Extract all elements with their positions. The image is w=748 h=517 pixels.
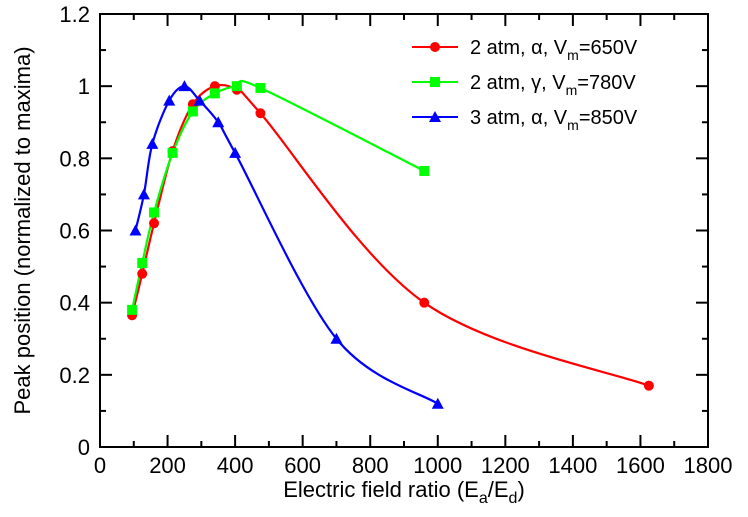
x-axis-label: Electric field ratio (Ea/Ed) <box>283 477 525 507</box>
y-tick-label: 0 <box>78 435 90 460</box>
legend-marker <box>430 42 440 52</box>
x-tick-label: 0 <box>94 453 106 478</box>
data-point-triangle <box>163 94 176 106</box>
data-point-triangle <box>178 80 191 92</box>
data-point-triangle <box>193 94 206 106</box>
legend-marker <box>429 111 441 122</box>
y-tick-label: 0.2 <box>59 363 90 388</box>
data-point-triangle <box>229 146 242 158</box>
data-point-triangle <box>212 116 225 128</box>
data-point-square <box>209 88 220 99</box>
y-tick-label: 0.8 <box>59 146 90 171</box>
data-point-triangle <box>330 332 343 344</box>
data-point-square <box>149 207 160 218</box>
legend: 2 atm, α, Vm=650V 2 atm, γ, Vm=780V 3 at… <box>412 37 638 133</box>
x-tick-label: 600 <box>284 453 321 478</box>
data-point-circle <box>643 380 654 391</box>
legend-entry: 3 atm, α, Vm=850V <box>412 107 638 133</box>
x-tick-label: 1600 <box>616 453 665 478</box>
legend-label: 2 atm, α, Vm=650V <box>470 37 638 63</box>
x-tick-label: 200 <box>149 453 186 478</box>
legend-entry: 2 atm, γ, Vm=780V <box>412 72 636 98</box>
data-point-triangle <box>431 397 444 409</box>
x-tick-label: 800 <box>352 453 389 478</box>
data-point-square <box>167 147 178 158</box>
data-point-triangle <box>137 188 150 200</box>
data-point-triangle <box>146 137 159 149</box>
legend-label: 3 atm, α, Vm=850V <box>470 107 638 133</box>
data-point-circle <box>419 297 430 308</box>
data-point-circle <box>149 218 160 229</box>
y-axis-label: Peak position (normalized to maxima) <box>10 46 35 414</box>
y-tick-label: 1 <box>78 74 90 99</box>
data-point-square <box>127 304 138 315</box>
data-point-circle <box>255 108 266 119</box>
data-point-square <box>231 81 242 92</box>
x-tick-label: 1400 <box>548 453 597 478</box>
y-tick-label: 0.6 <box>59 219 90 244</box>
x-tick-label: 1800 <box>684 453 733 478</box>
legend-label: 2 atm, γ, Vm=780V <box>470 72 636 98</box>
x-tick-label: 1000 <box>413 453 462 478</box>
data-point-square <box>419 165 430 176</box>
x-tick-label: 1200 <box>481 453 530 478</box>
series-line-2 <box>131 79 425 311</box>
data-point-triangle <box>129 224 142 236</box>
data-point-square <box>187 106 198 117</box>
data-point-circle <box>137 268 148 279</box>
legend-marker <box>430 77 440 87</box>
x-tick-label: 400 <box>217 453 254 478</box>
data-point-square <box>255 82 266 93</box>
y-tick-label: 1.2 <box>59 2 90 27</box>
legend-entry: 2 atm, α, Vm=650V <box>412 37 638 63</box>
data-point-square <box>137 257 148 268</box>
y-tick-label: 0.4 <box>59 291 90 316</box>
